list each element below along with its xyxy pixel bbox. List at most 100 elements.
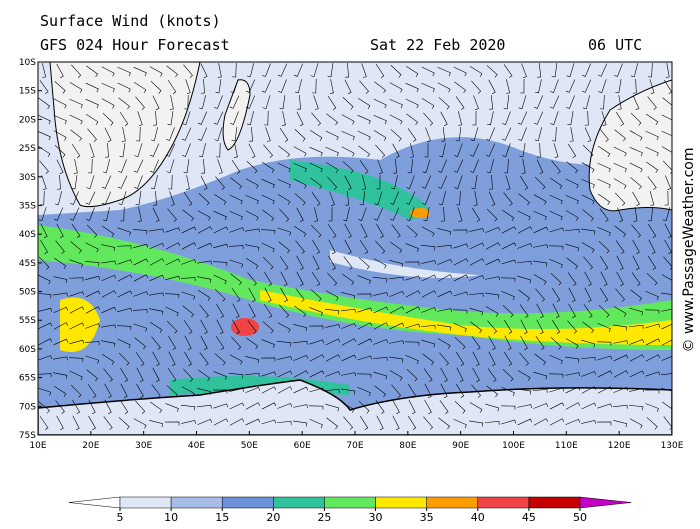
barb <box>245 210 259 221</box>
barb <box>633 207 638 222</box>
barb <box>151 384 161 398</box>
barb <box>598 145 611 157</box>
barb <box>519 352 530 366</box>
barb <box>149 242 165 250</box>
barb <box>521 159 526 174</box>
barb <box>536 303 544 319</box>
barb <box>152 351 160 367</box>
barb <box>647 96 657 110</box>
barb <box>375 144 386 158</box>
barb <box>69 82 83 93</box>
barb <box>548 373 564 378</box>
barb <box>485 421 500 425</box>
barb <box>101 66 115 77</box>
barb <box>102 159 110 174</box>
time: 06 UTC <box>588 36 642 54</box>
barb <box>263 144 273 158</box>
lat-labels: 10S 15S 20S 25S 30S 35S 40S 45S 50S 55S 60S 65S 70S 7… <box>19 58 42 441</box>
barb <box>661 292 672 295</box>
barb <box>38 355 53 361</box>
barb <box>201 78 205 94</box>
barb <box>183 320 193 334</box>
barb <box>309 354 325 362</box>
barb <box>248 303 256 319</box>
barb <box>341 292 356 300</box>
barb <box>310 224 322 238</box>
barb <box>117 307 132 313</box>
lon-label: 100E <box>502 441 525 451</box>
barb <box>260 357 276 362</box>
barb <box>453 418 467 429</box>
barb <box>505 175 511 191</box>
barb <box>613 354 629 362</box>
barb <box>453 322 467 333</box>
barb <box>265 127 271 143</box>
barb <box>421 274 437 282</box>
barb <box>391 384 402 398</box>
barb <box>56 223 64 239</box>
barb <box>166 65 178 78</box>
barb <box>648 62 653 78</box>
barb <box>56 159 64 175</box>
barb <box>228 245 244 250</box>
barb <box>533 260 548 267</box>
barb <box>405 191 416 205</box>
barb <box>38 293 52 299</box>
barb <box>646 113 659 125</box>
barb <box>391 224 401 238</box>
barb <box>565 194 579 205</box>
barb <box>102 225 115 237</box>
barb <box>261 161 275 173</box>
barb <box>517 261 532 265</box>
barb <box>600 94 605 110</box>
barb <box>216 319 224 335</box>
barb <box>392 399 400 415</box>
barb <box>167 367 177 383</box>
barb <box>487 111 494 126</box>
barb <box>230 273 242 286</box>
barb <box>341 114 355 125</box>
barb <box>584 271 592 287</box>
barb <box>118 417 130 430</box>
barb <box>358 145 371 158</box>
barb <box>533 244 548 249</box>
barb <box>469 402 483 413</box>
barb <box>632 239 640 255</box>
barb <box>245 386 261 393</box>
lat-label: 30S <box>19 173 36 183</box>
barb <box>662 207 671 222</box>
barb <box>85 113 99 125</box>
barb <box>197 111 208 125</box>
barb <box>85 323 101 329</box>
barb <box>437 244 452 249</box>
barb <box>182 143 191 157</box>
barb <box>665 175 672 191</box>
barb <box>437 290 453 298</box>
lat-label: 65S <box>19 374 36 384</box>
barb <box>198 143 206 158</box>
barb <box>341 322 357 329</box>
barb <box>261 371 277 377</box>
barb <box>439 143 446 158</box>
barb <box>359 191 366 206</box>
barb <box>423 207 430 222</box>
barb <box>616 255 624 271</box>
barb <box>88 399 96 415</box>
barb <box>407 128 417 142</box>
barb <box>357 338 373 346</box>
barb <box>455 96 465 110</box>
barb <box>390 241 403 254</box>
barb <box>357 114 371 125</box>
barb <box>421 175 432 189</box>
barb <box>410 143 414 158</box>
barb <box>535 288 546 302</box>
barb <box>264 287 272 303</box>
barb <box>342 161 354 174</box>
barb <box>613 324 628 331</box>
barb <box>165 143 176 157</box>
barb <box>101 175 112 189</box>
barb <box>566 95 575 109</box>
colorbar-segment <box>324 496 376 509</box>
barb <box>581 178 595 189</box>
map <box>38 62 672 435</box>
